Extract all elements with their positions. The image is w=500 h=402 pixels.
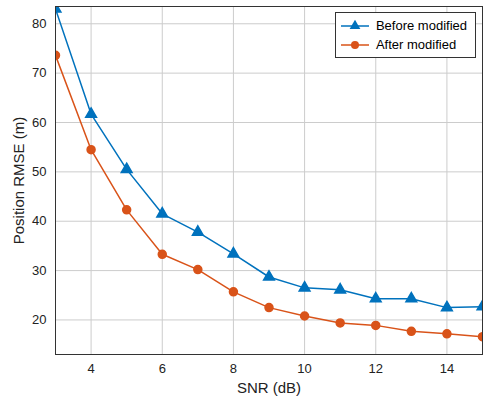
svg-text:Position RMSE (m): Position RMSE (m) [10,117,27,245]
svg-text:6: 6 [159,361,166,376]
svg-text:50: 50 [32,164,46,179]
svg-text:40: 40 [32,213,46,228]
svg-text:12: 12 [369,361,383,376]
svg-text:10: 10 [297,361,311,376]
svg-text:4: 4 [87,361,94,376]
svg-text:8: 8 [230,361,237,376]
svg-text:20: 20 [32,312,46,327]
svg-text:60: 60 [32,115,46,130]
svg-text:SNR (dB): SNR (dB) [237,379,301,396]
svg-text:14: 14 [440,361,454,376]
svg-text:70: 70 [32,65,46,80]
svg-text:80: 80 [32,16,46,31]
svg-text:30: 30 [32,263,46,278]
html-text:Before modified: Before modified [375,18,467,33]
html-text:After modified: After modified [375,37,457,52]
